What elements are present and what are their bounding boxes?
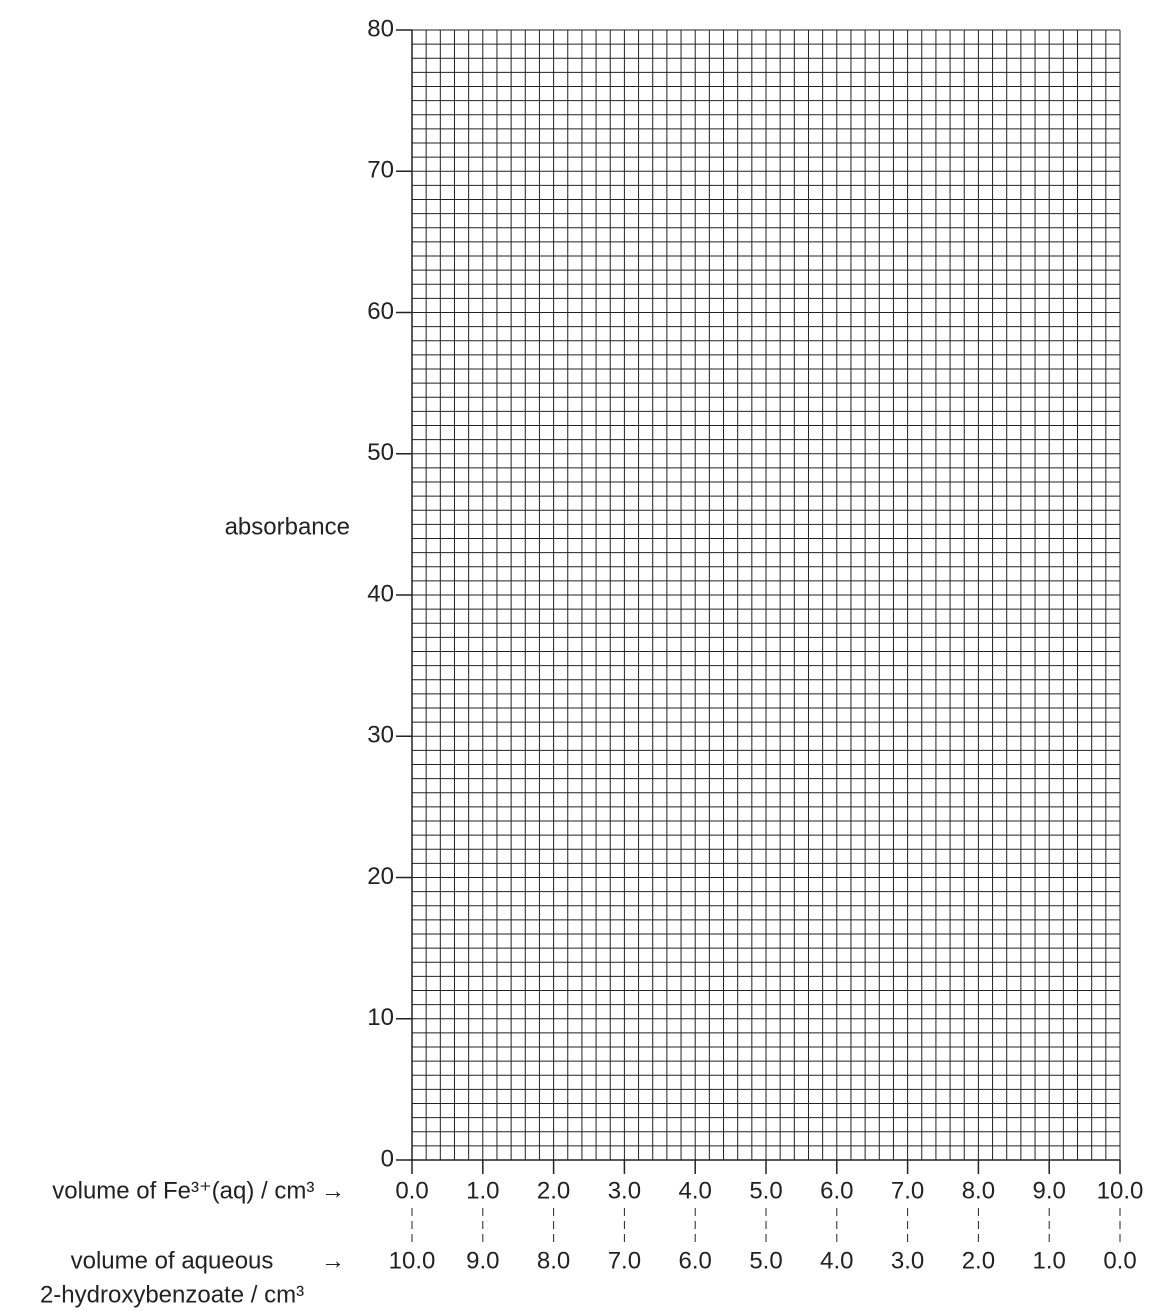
x-tick-label: 8.0 [962,1177,995,1204]
x2-tick-label: 2.0 [962,1247,995,1274]
x-tick-label: 5.0 [749,1177,782,1204]
x2-axis-label: volume of aqueous [71,1247,274,1274]
x-tick-label: 0.0 [395,1177,428,1204]
y-tick-label: 30 [367,722,394,749]
y-tick-label: 70 [367,157,394,184]
x-tick-label: 3.0 [608,1177,641,1204]
x-tick-label: 4.0 [679,1177,712,1204]
x-tick-label: 10.0 [1097,1177,1144,1204]
y-tick-label: 20 [367,863,394,890]
x2-arrow: → [321,1247,345,1274]
x2-tick-label: 4.0 [820,1247,853,1274]
x-tick-label: 7.0 [891,1177,924,1204]
y-tick-label: 0 [381,1145,394,1172]
y-tick-label: 10 [367,1004,394,1031]
x-axis-label: volume of Fe³⁺(aq) / cm³ → [52,1177,345,1204]
x2-tick-label: 8.0 [537,1247,570,1274]
x2-tick-label: 5.0 [749,1247,782,1274]
x2-tick-label: 10.0 [389,1247,436,1274]
y-tick-label: 80 [367,15,394,42]
x2-axis-label: 2-hydroxybenzoate / cm³ [40,1281,304,1308]
x2-tick-label: 9.0 [466,1247,499,1274]
y-axis-label: absorbance [225,513,350,540]
y-tick-label: 50 [367,439,394,466]
x-tick-label: 1.0 [466,1177,499,1204]
x2-tick-label: 0.0 [1103,1247,1136,1274]
x2-tick-label: 7.0 [608,1247,641,1274]
y-tick-label: 60 [367,298,394,325]
x2-tick-label: 1.0 [1033,1247,1066,1274]
x-tick-label: 9.0 [1033,1177,1066,1204]
x2-tick-label: 6.0 [679,1247,712,1274]
x2-tick-label: 3.0 [891,1247,924,1274]
x-tick-label: 6.0 [820,1177,853,1204]
x-tick-label: 2.0 [537,1177,570,1204]
y-tick-label: 40 [367,580,394,607]
